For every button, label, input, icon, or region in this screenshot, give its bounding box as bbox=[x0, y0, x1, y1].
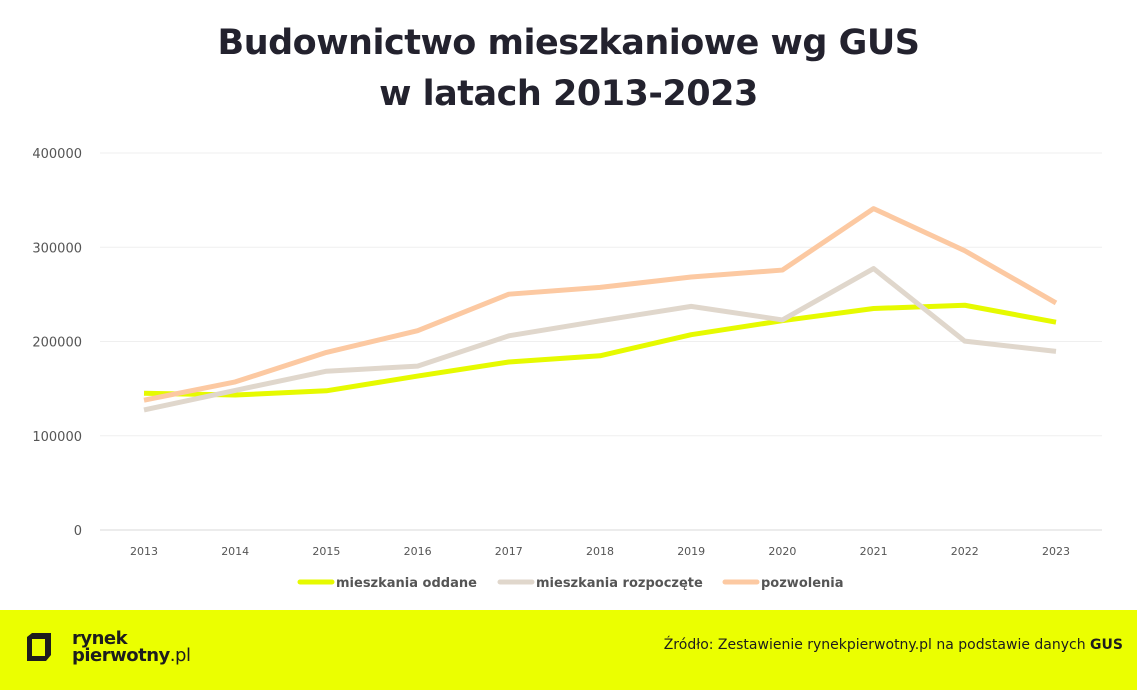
y-tick-label: 300000 bbox=[32, 241, 82, 256]
logo-cube-icon bbox=[27, 633, 51, 661]
x-tick-label: 2019 bbox=[677, 545, 705, 558]
y-tick-label: 400000 bbox=[32, 147, 82, 162]
source-prefix: Źródło: Zestawienie rynekpierwotny.pl na… bbox=[663, 637, 1086, 653]
x-tick-label: 2016 bbox=[404, 545, 432, 558]
chart-title: Budownictwo mieszkaniowe wg GUS w latach… bbox=[0, 18, 1137, 120]
footer: rynek pierwotny.pl Źródło: Zestawienie r… bbox=[0, 610, 1137, 690]
legend-label: mieszkania rozpoczęte bbox=[536, 576, 703, 591]
x-tick-label: 2022 bbox=[951, 545, 979, 558]
logo: rynek pierwotny.pl bbox=[24, 628, 191, 666]
x-tick-label: 2017 bbox=[495, 545, 523, 558]
y-tick-label: 0 bbox=[74, 524, 82, 539]
y-tick-label: 200000 bbox=[32, 336, 82, 351]
legend-label: mieszkania oddane bbox=[336, 576, 477, 591]
x-tick-label: 2021 bbox=[860, 545, 888, 558]
logo-line-1: rynek bbox=[72, 628, 128, 649]
source-bold: GUS bbox=[1090, 637, 1123, 653]
x-tick-label: 2015 bbox=[312, 545, 340, 558]
x-tick-label: 2018 bbox=[586, 545, 614, 558]
logo-suffix: .pl bbox=[169, 645, 191, 666]
x-tick-label: 2023 bbox=[1042, 545, 1070, 558]
x-tick-label: 2020 bbox=[768, 545, 796, 558]
y-tick-label: 100000 bbox=[32, 430, 82, 445]
title-line-2: w latach 2013-2023 bbox=[379, 74, 758, 114]
source-note: Źródło: Zestawienie rynekpierwotny.pl na… bbox=[664, 637, 1123, 653]
x-tick-label: 2014 bbox=[221, 545, 249, 558]
line-chart: 0 100000 200000 300000 400000 2013 2014 2015 201… bbox=[32, 147, 1102, 591]
x-tick-label: 2013 bbox=[130, 545, 158, 558]
title-line-1: Budownictwo mieszkaniowe wg GUS bbox=[217, 23, 920, 63]
legend-label: pozwolenia bbox=[761, 576, 844, 591]
logo-line-2: pierwotny bbox=[72, 645, 170, 666]
